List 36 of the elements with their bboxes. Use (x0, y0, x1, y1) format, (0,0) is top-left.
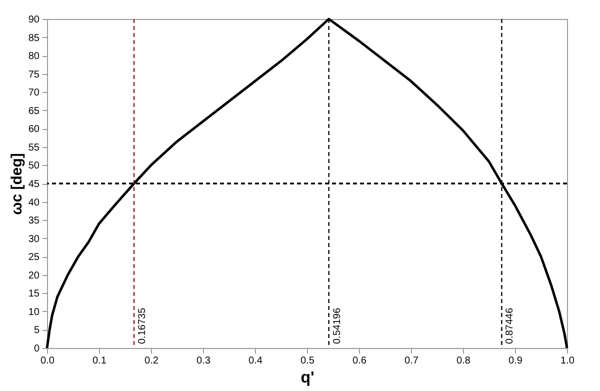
x-tick-label: 0.1 (92, 356, 107, 366)
y-tick-label: 80 (28, 51, 40, 62)
x-tick-label: 0.2 (144, 356, 159, 366)
y-tick-label: 0 (34, 344, 40, 354)
x-tick-label: 0.7 (404, 356, 419, 366)
y-tick-label: 35 (28, 216, 40, 227)
x-tick-label: 0.5 (300, 356, 315, 366)
y-tick-label: 55 (28, 142, 40, 154)
y-tick-label: 70 (28, 88, 40, 99)
x-tick-label: 0.6 (352, 356, 367, 366)
x-tick-label: 1.0 (560, 356, 575, 366)
y-tick-label: 15 (28, 288, 40, 300)
ref-line-label: 0.54196 (332, 307, 343, 344)
x-tick-label: 0.3 (196, 356, 211, 366)
y-tick-label: 40 (28, 197, 40, 208)
x-axis-title: q' (300, 370, 314, 386)
y-tick-label: 85 (28, 32, 40, 44)
y-tick-label: 30 (28, 234, 40, 245)
ref-line-label: 0.16735 (137, 307, 148, 344)
y-tick-label: 65 (28, 106, 40, 117)
x-tick-label: 0.9 (508, 356, 523, 366)
x-tick-label: 0.0 (40, 356, 55, 366)
x-tick-label: 0.8 (456, 356, 471, 366)
y-tick-label: 10 (28, 306, 40, 318)
ref-line-label: 0.87446 (504, 307, 516, 344)
y-tick-label: 45 (28, 179, 40, 190)
line-series (46, 18, 568, 350)
y-tick-label: 20 (28, 270, 40, 282)
y-tick-label: 5 (34, 325, 40, 336)
y-tick-label: 75 (28, 69, 40, 80)
y-tick-label: 90 (28, 14, 40, 26)
y-axis-title: ωc [deg] (8, 153, 26, 215)
y-tick-label: 50 (28, 160, 40, 172)
x-tick-label: 0.4 (248, 356, 263, 366)
y-tick-label: 60 (28, 124, 40, 136)
y-tick-label: 25 (28, 252, 40, 264)
